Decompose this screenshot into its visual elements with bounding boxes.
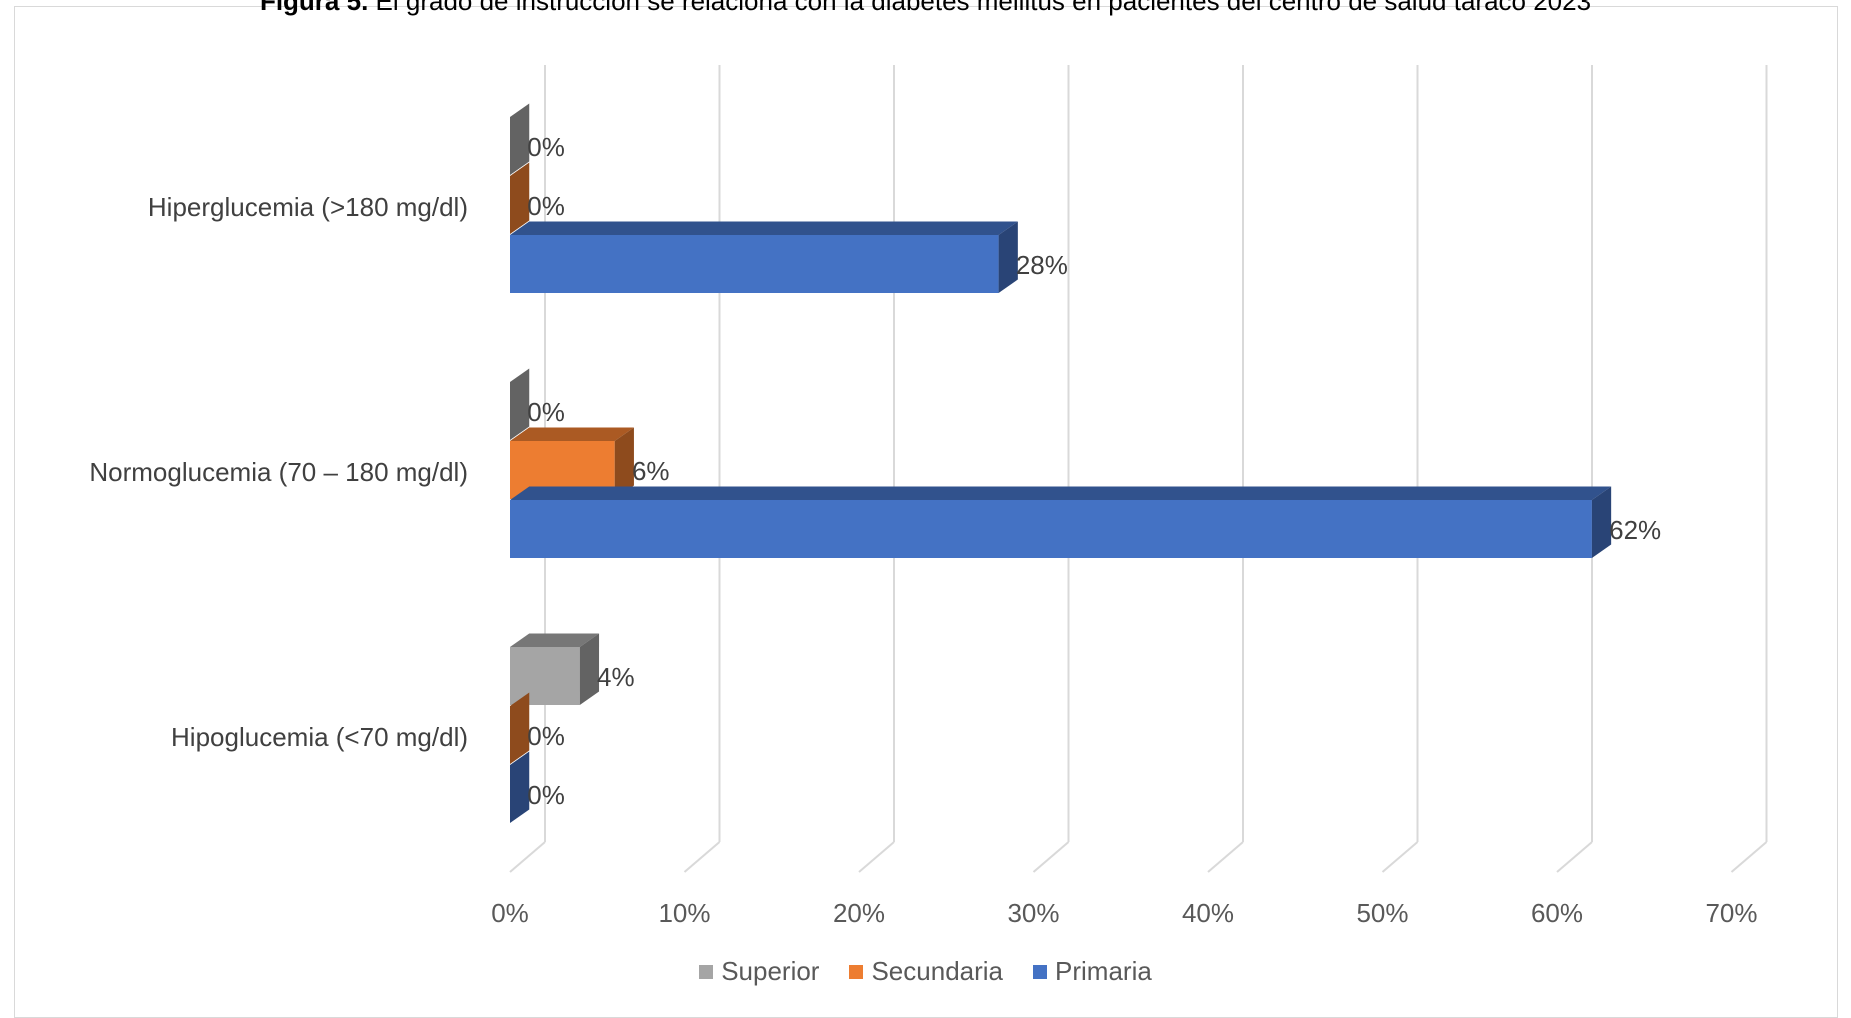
data-label: 0%: [527, 191, 565, 221]
category-label: Normoglucemia (70 – 180 mg/dl): [89, 457, 468, 487]
gridline-floor: [1730, 841, 1768, 873]
bar-side: [510, 162, 530, 234]
bar-side: [510, 692, 530, 764]
gridline-floor: [1381, 841, 1419, 873]
bar-top: [510, 486, 1612, 500]
bar-top: [510, 633, 600, 647]
data-label: 28%: [1016, 250, 1068, 280]
legend-item: Primaria: [1033, 956, 1152, 987]
data-label: 0%: [527, 132, 565, 162]
legend-item: Superior: [699, 956, 819, 987]
data-label: 62%: [1609, 515, 1661, 545]
bar-side: [510, 103, 530, 175]
legend-item: Secundaria: [849, 956, 1003, 987]
chart-title: Figura 5. El grado de instrucción se rel…: [0, 0, 1851, 17]
bar-side: [1591, 486, 1612, 558]
data-label: 4%: [597, 662, 635, 692]
x-tick-label: 40%: [1182, 898, 1234, 928]
bar-side: [510, 368, 530, 440]
legend-label: Superior: [721, 956, 820, 986]
x-tick-label: 70%: [1705, 898, 1757, 928]
category-label: Hipoglucemia (<70 mg/dl): [171, 722, 468, 752]
legend-label: Secundaria: [871, 956, 1004, 986]
legend-swatch: [699, 964, 714, 979]
category-label: Hiperglucemia (>180 mg/dl): [148, 192, 468, 222]
gridline-floor: [509, 841, 546, 873]
x-tick-label: 0%: [491, 898, 529, 928]
chart-title-lead: Figura 5.: [259, 0, 369, 16]
bar-side: [579, 633, 600, 705]
bar-top: [510, 221, 1018, 235]
data-label: 0%: [527, 721, 565, 751]
gridline-floor: [1207, 841, 1244, 873]
gridline-floor: [683, 841, 721, 873]
bar: [510, 500, 1592, 558]
x-tick-label: 50%: [1356, 898, 1408, 928]
bar-side: [510, 751, 530, 823]
legend-swatch: [1033, 964, 1048, 979]
legend-label: Primaria: [1055, 956, 1152, 986]
data-label: 0%: [527, 397, 565, 427]
data-label: 6%: [632, 456, 670, 486]
bar-side: [614, 427, 634, 499]
x-tick-label: 30%: [1007, 898, 1059, 928]
gridline-floor: [1032, 841, 1070, 873]
legend-swatch: [849, 964, 864, 979]
bar-top: [510, 427, 634, 441]
x-tick-label: 20%: [833, 898, 885, 928]
chart-title-text: El grado de instrucción se relaciona con…: [368, 0, 1592, 16]
data-label: 0%: [527, 780, 565, 810]
bar-side: [998, 221, 1018, 293]
gridline-floor: [858, 841, 895, 873]
bar: [510, 235, 999, 293]
bar: [510, 647, 580, 705]
gridline-floor: [1556, 841, 1593, 873]
x-tick-label: 60%: [1531, 898, 1583, 928]
x-tick-label: 10%: [658, 898, 710, 928]
chart-legend: Superior Secundaria Primaria: [0, 956, 1851, 987]
